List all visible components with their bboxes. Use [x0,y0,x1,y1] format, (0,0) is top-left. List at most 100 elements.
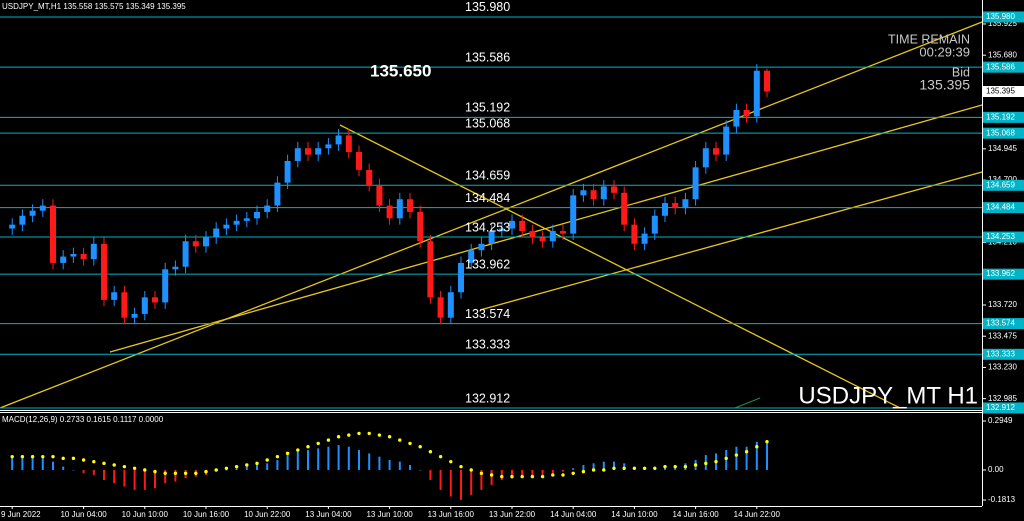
macd-signal-dot [214,468,218,472]
macd-signal-dot [143,468,147,472]
macd-signal-dot [285,451,290,456]
macd-signal-dot [449,459,453,464]
macd-bar [256,464,258,470]
candle-body [141,297,148,314]
candle-body [182,241,189,267]
candle-body [478,243,485,251]
level-label: 133.333 [465,338,510,352]
macd-bar [511,469,513,479]
level-label: 134.253 [465,220,510,234]
macd-signal-dot [377,433,382,437]
candle-body [203,237,209,247]
level-box [983,402,1024,414]
macd-signal-dot [520,474,524,479]
candle-body [764,70,770,92]
level-box [983,231,1024,243]
macd-signal-dot [367,431,371,436]
macd-signal-dot [398,438,402,442]
candle-body [580,190,587,196]
candle-body [407,199,413,212]
macd-signal-dot [755,445,759,449]
macd-bar [92,469,95,475]
macd-signal-dot [653,466,657,470]
candle-body [101,243,107,300]
macd-bar [460,469,462,500]
x-tick-label: 10 Jun 04:00 [60,510,107,519]
macd-signal-dot [571,471,575,475]
y-tick-label: 135.925 [988,19,1017,28]
y-tick-label: 135.680 [988,50,1017,59]
macd-signal-dot [265,458,269,462]
candle-body [264,205,271,212]
macd-signal-dot [632,466,637,470]
candle-body [9,224,16,229]
macd-bar [327,446,330,470]
macd-signal-dot [418,445,422,449]
macd-bar [449,469,452,497]
x-tick-label: 13 Jun 22:00 [489,510,536,519]
x-tick-label: 10 Jun 16:00 [183,510,230,519]
level-box-label: 133.333 [986,349,1015,358]
trend-line [479,171,983,311]
level-label: 134.484 [465,191,510,205]
macd-bar [470,469,473,495]
candle-body [111,292,118,300]
x-tick-label: 13 Jun 10:00 [366,510,413,519]
macd-bar [82,469,85,474]
trend-line [734,397,761,409]
candle-body [396,199,403,219]
macd-signal-dot [693,463,698,467]
candle-body [447,292,454,318]
candle-body [753,70,760,117]
macd-signal-dot [102,461,106,466]
y-tick-label: 133.475 [988,331,1017,340]
candle-body [529,231,536,238]
level-box-label: 132.912 [986,403,1015,412]
macd-bar [602,461,605,470]
macd-signal-dot [612,466,616,470]
y-tick-label: 134.945 [988,144,1017,153]
candle-body [284,160,291,183]
x-tick-label: 10 Jun 22:00 [244,510,291,519]
candle-body [223,224,230,229]
macd-bar [317,448,320,470]
macd-signal-dot [183,471,188,475]
macd-signal-dot [734,453,739,457]
macd-signal-dot [163,471,167,475]
level-label: 135.068 [465,116,510,130]
macd-bar [164,469,167,484]
candle-body [488,231,495,244]
macd-signal-dot [704,461,708,466]
macd-signal-dot [81,458,86,462]
macd-bar [11,456,14,470]
level-box-label: 135.980 [986,12,1015,21]
macd-bar [388,459,391,470]
macd-bar [337,445,340,470]
level-box [983,179,1024,191]
candle-body [539,237,546,242]
macd-signal-dot [194,471,198,475]
x-tick-label: 14 Jun 16:00 [672,510,719,519]
candle-body [743,109,750,117]
candle-body [192,241,199,247]
candle-body [325,144,332,149]
macd-signal-dot [459,464,463,469]
macd-bar [347,446,350,470]
candle-body [131,313,138,318]
bid-label: Bid [952,65,970,79]
macd-bar [286,455,289,470]
bid-box [983,86,1024,98]
macd-signal-dot [204,469,208,474]
level-label: 135.192 [465,101,510,115]
x-tick-label: 14 Jun 22:00 [734,510,781,519]
macd-bar [266,463,269,470]
level-box-label: 135.192 [986,112,1015,121]
macd-signal-dot [591,468,596,472]
candle-body [60,256,67,263]
y-tick-label: 133.720 [988,300,1017,309]
level-box-label: 133.574 [986,319,1015,328]
candle-body [662,203,668,216]
macd-signal-dot [92,459,96,464]
bid-box-label: 135.395 [986,87,1015,96]
header-open: 135.558 [63,2,92,11]
